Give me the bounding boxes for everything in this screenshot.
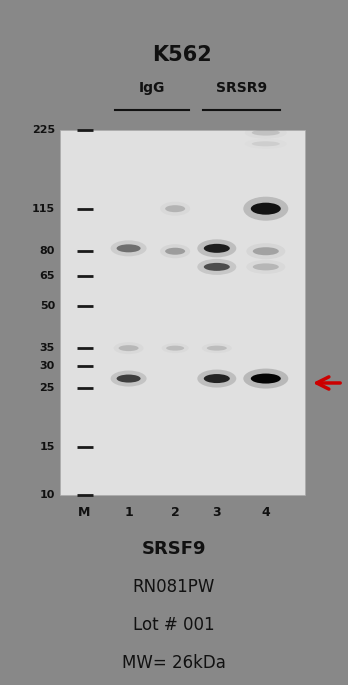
Text: 115: 115 [32,203,55,214]
Ellipse shape [117,375,141,382]
Ellipse shape [197,259,236,275]
Text: K562: K562 [153,45,212,65]
Ellipse shape [166,346,184,351]
Text: 15: 15 [40,443,55,453]
Ellipse shape [246,260,285,274]
Ellipse shape [246,243,285,259]
Ellipse shape [165,206,185,212]
Ellipse shape [111,240,147,256]
Ellipse shape [245,127,287,138]
Ellipse shape [252,129,280,136]
Bar [60,130,305,495]
Ellipse shape [165,248,185,255]
Ellipse shape [243,369,288,388]
Ellipse shape [243,197,288,221]
Text: 2: 2 [171,506,180,519]
Text: IgG: IgG [139,81,165,95]
Ellipse shape [204,244,230,253]
Ellipse shape [160,245,190,258]
Text: 25: 25 [40,383,55,393]
Ellipse shape [197,239,236,258]
Text: 80: 80 [40,246,55,256]
Text: 65: 65 [40,271,55,281]
Ellipse shape [119,345,139,351]
Ellipse shape [204,263,230,271]
Ellipse shape [251,373,281,384]
Ellipse shape [197,370,236,388]
Text: 225: 225 [32,125,55,135]
Text: Lot # 001: Lot # 001 [133,616,215,634]
Ellipse shape [251,203,281,214]
Text: 10: 10 [40,490,55,500]
Text: 30: 30 [40,361,55,371]
Text: 50: 50 [40,301,55,311]
Text: RN081PW: RN081PW [133,578,215,596]
Text: 4: 4 [261,506,270,519]
Text: SRSR9: SRSR9 [216,81,267,95]
Ellipse shape [253,247,279,256]
Ellipse shape [204,374,230,383]
Text: SRSF9: SRSF9 [142,540,206,558]
Text: M: M [78,506,91,519]
Text: 3: 3 [213,506,221,519]
Ellipse shape [117,245,141,252]
Text: 1: 1 [124,506,133,519]
Text: MW= 26kDa: MW= 26kDa [122,654,226,672]
Ellipse shape [253,263,279,271]
Ellipse shape [111,371,147,386]
Ellipse shape [207,346,227,351]
Text: 35: 35 [40,343,55,353]
Ellipse shape [252,141,280,147]
